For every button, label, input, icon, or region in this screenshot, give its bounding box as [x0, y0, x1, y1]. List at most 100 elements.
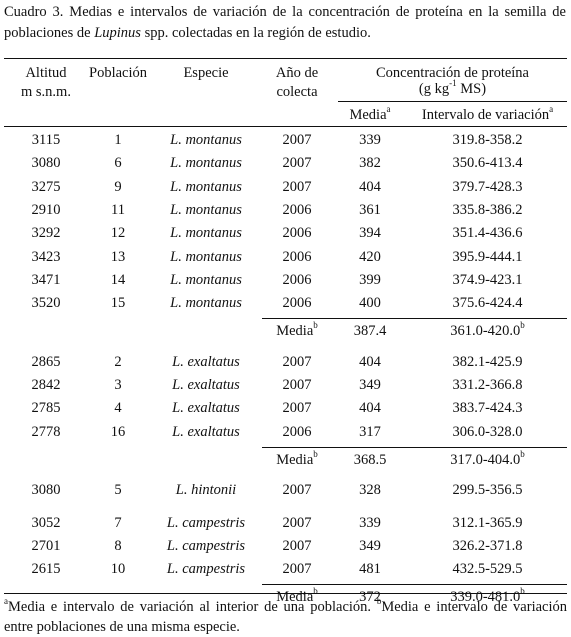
footnote-a-mark: a [4, 596, 8, 607]
cell-species: L. montanus [170, 179, 242, 195]
cell-population: 2 [114, 354, 122, 370]
header-bottom-rule [4, 126, 567, 127]
summary-rule [262, 318, 567, 319]
cell-species: L. montanus [170, 225, 242, 241]
cell-altitude: 2785 [31, 400, 61, 416]
cell-species: L. exaltatus [172, 377, 240, 393]
cell-altitude: 2910 [31, 202, 61, 218]
cell-interval: 383.7-424.3 [452, 400, 523, 416]
cell-population: 9 [114, 179, 122, 195]
cell-interval: 379.7-428.3 [452, 179, 523, 195]
cell-mean: 382 [359, 155, 381, 171]
cell-altitude: 2865 [31, 354, 61, 370]
cell-species: L. exaltatus [172, 354, 240, 370]
cell-altitude: 2615 [31, 561, 61, 577]
header-altitude-line1: Altitud [25, 65, 67, 81]
caption-suffix: spp. colectadas en la región de estudio. [140, 25, 371, 41]
cell-species: L. exaltatus [172, 400, 240, 416]
summary-mean: 368.5 [353, 452, 387, 468]
cell-population: 4 [114, 400, 122, 416]
footnote-b-mark: b [376, 596, 382, 607]
cell-population: 11 [111, 202, 125, 218]
header-mean: Mediaa [349, 104, 391, 123]
table-footnote: aMedia e intervalo de variación al inter… [4, 597, 567, 637]
cell-altitude: 3052 [31, 515, 61, 531]
cell-interval: 382.1-425.9 [452, 354, 523, 370]
table-caption: Cuadro 3. Medias e intervalos de variaci… [4, 2, 566, 44]
footnote-a-text: Media e intervalo de variación al interi… [8, 599, 377, 615]
cell-year: 2007 [282, 400, 312, 416]
cell-altitude: 2778 [31, 424, 61, 440]
cell-altitude: 3275 [31, 179, 61, 195]
cell-population: 12 [110, 225, 126, 241]
cell-altitude: 3423 [31, 249, 61, 265]
header-concentration-line1: Concentración de proteína [376, 65, 529, 81]
cell-interval: 350.6-413.4 [452, 155, 523, 171]
header-concentration-line2: (g kg-1 MS) [418, 78, 487, 97]
cell-mean: 404 [359, 179, 381, 195]
cell-population: 6 [114, 155, 122, 171]
cell-year: 2007 [282, 561, 312, 577]
cell-species: L. montanus [170, 272, 242, 288]
cell-species: L. campestris [166, 538, 246, 554]
cell-altitude: 3292 [31, 225, 61, 241]
cell-species: L. montanus [170, 202, 242, 218]
cell-population: 14 [110, 272, 126, 288]
cell-population: 8 [114, 538, 122, 554]
header-altitude-line2: m s.n.m. [21, 84, 71, 100]
cell-population: 13 [110, 249, 126, 265]
header-year-line1: Año de [275, 65, 319, 81]
cell-interval: 319.8-358.2 [452, 132, 523, 148]
cell-altitude: 3080 [31, 155, 61, 171]
cell-population: 7 [114, 515, 122, 531]
header-year-line2: colecta [276, 84, 318, 100]
cell-mean: 399 [359, 272, 381, 288]
cell-population: 15 [110, 295, 126, 311]
cell-interval: 326.2-371.8 [452, 538, 523, 554]
cell-year: 2006 [282, 424, 312, 440]
summary-rule [262, 584, 567, 585]
cell-year: 2007 [282, 515, 312, 531]
cell-altitude: 3471 [31, 272, 61, 288]
cell-mean: 394 [359, 225, 381, 241]
cell-mean: 339 [359, 515, 381, 531]
table-top-rule [4, 58, 567, 59]
cell-year: 2006 [282, 272, 312, 288]
summary-interval: 361.0-420.0b [450, 320, 525, 339]
cell-interval: 331.2-366.8 [452, 377, 523, 393]
cell-year: 2006 [282, 225, 312, 241]
summary-mean: 387.4 [353, 323, 387, 339]
cell-species: L. exaltatus [172, 424, 240, 440]
cell-year: 2007 [282, 538, 312, 554]
summary-label: Mediab [276, 449, 318, 468]
cell-year: 2007 [282, 482, 312, 498]
cell-population: 5 [114, 482, 122, 498]
cell-year: 2006 [282, 249, 312, 265]
cell-mean: 361 [359, 202, 381, 218]
cell-interval: 374.9-423.1 [452, 272, 523, 288]
cell-interval: 351.4-436.6 [452, 225, 523, 241]
table-bottom-rule [4, 593, 567, 594]
cell-mean: 404 [359, 400, 381, 416]
cell-interval: 335.8-386.2 [452, 202, 523, 218]
cell-population: 10 [110, 561, 126, 577]
footnote-b-text: Media e intervalo de variación entre pob… [4, 599, 567, 635]
cell-altitude: 3080 [31, 482, 61, 498]
cell-species: L. montanus [170, 295, 242, 311]
caption-prefix: Cuadro 3. Medias e intervalos de variaci… [4, 4, 566, 41]
cell-species: L. montanus [170, 249, 242, 265]
cell-population: 16 [110, 424, 126, 440]
cell-mean: 328 [359, 482, 381, 498]
cell-species: L. montanus [170, 155, 242, 171]
cell-interval: 312.1-365.9 [452, 515, 523, 531]
cell-altitude: 2842 [31, 377, 61, 393]
cell-altitude: 3115 [31, 132, 61, 148]
cell-year: 2006 [282, 202, 312, 218]
header-species: Especie [183, 65, 229, 81]
cell-year: 2007 [282, 377, 312, 393]
cell-year: 2007 [282, 354, 312, 370]
cell-mean: 317 [359, 424, 381, 440]
summary-label: Mediab [276, 320, 318, 339]
cell-population: 3 [114, 377, 122, 393]
cell-mean: 400 [359, 295, 381, 311]
